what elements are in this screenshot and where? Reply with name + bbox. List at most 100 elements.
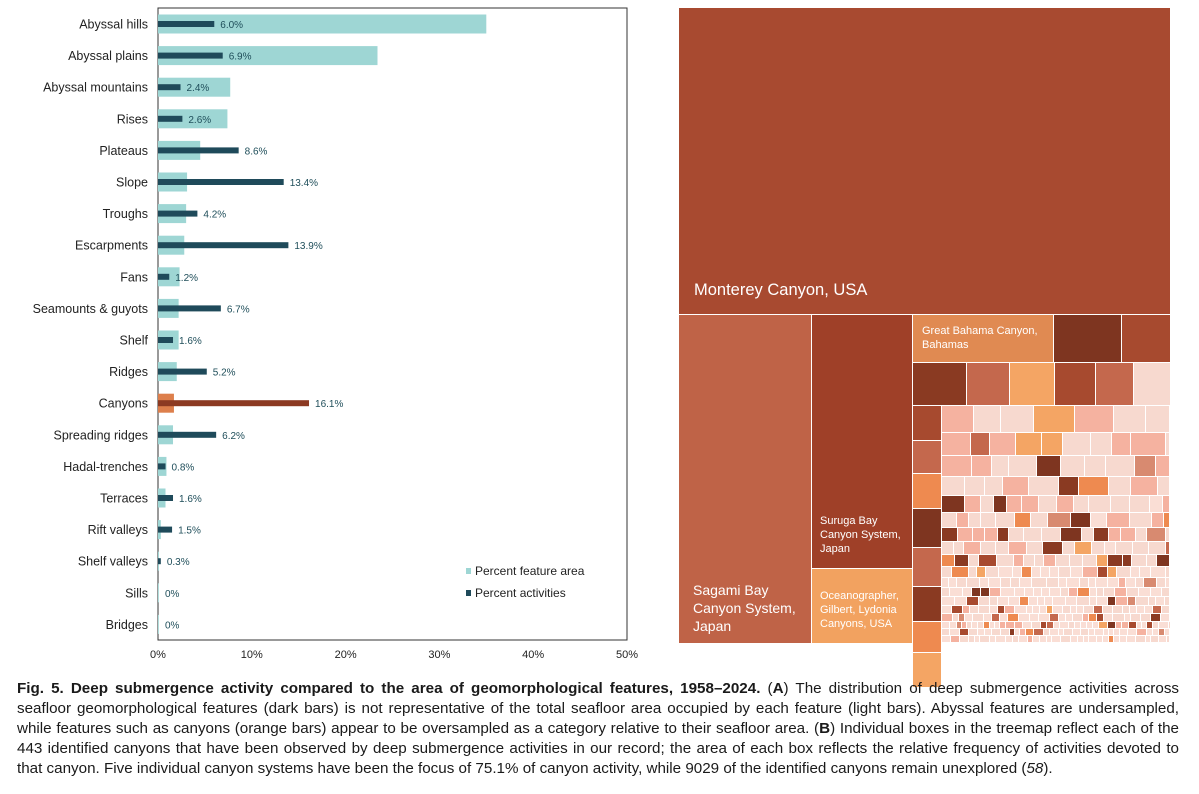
treemap-box-canyon	[964, 495, 981, 513]
treemap-box-canyon	[912, 440, 942, 474]
treemap-box-canyon	[1052, 596, 1066, 606]
treemap-box-canyon	[1049, 613, 1059, 622]
treemap-box-canyon	[1152, 628, 1159, 636]
treemap-box-canyon	[941, 512, 957, 528]
treemap-box-canyon	[1058, 613, 1066, 622]
treemap-box-canyon	[1014, 587, 1025, 597]
treemap-box-canyon	[1090, 432, 1112, 456]
activity-bar-spreading-ridges	[158, 431, 217, 438]
treemap-box-canyon	[941, 621, 950, 629]
treemap-label-monterey: Monterey Canyon, USA	[694, 281, 868, 299]
treemap-box-canyon	[1005, 621, 1015, 629]
treemap-box-canyon	[995, 512, 1015, 528]
treemap-box-canyon	[1046, 621, 1054, 629]
treemap-box-canyon	[991, 613, 1000, 622]
treemap-box-canyon	[1019, 628, 1026, 636]
treemap-box-canyon	[1094, 628, 1104, 636]
treemap-box-canyon	[1032, 605, 1040, 614]
category-label-shelf-valleys: Shelf valleys	[78, 555, 148, 569]
treemap-box-canyon	[1010, 577, 1020, 588]
value-label-fans: 1.2%	[175, 273, 198, 284]
treemap-box-canyon	[1102, 605, 1113, 614]
treemap-box-canyon	[1130, 432, 1166, 456]
treemap-box-canyon	[1108, 628, 1114, 636]
category-label-hadal-trenches: Hadal-trenches	[63, 460, 148, 474]
x-tick-label: 10%	[241, 649, 263, 661]
treemap-box-canyon	[1066, 577, 1080, 588]
treemap-box-canyon	[1031, 577, 1047, 588]
treemap-box-canyon	[1119, 635, 1127, 643]
treemap-box-canyon	[1000, 587, 1015, 597]
activity-bar-seamounts-guyots	[158, 305, 221, 312]
activity-bar-shelf	[158, 337, 174, 343]
treemap-box-canyon	[1107, 566, 1117, 578]
treemap-box-canyon	[1019, 596, 1029, 606]
legend-label-feature-area: Percent feature area	[475, 564, 585, 578]
treemap-box-canyon	[1103, 587, 1115, 597]
caption-reference: 58	[1026, 760, 1044, 777]
treemap-box-canyon	[1062, 605, 1071, 614]
activity-bar-abyssal-mountains	[158, 84, 181, 91]
treemap-box-canyon	[912, 473, 942, 509]
treemap-box-canyon	[1023, 554, 1035, 567]
treemap-box-canyon	[1116, 566, 1131, 578]
treemap-box-canyon	[1002, 476, 1029, 496]
treemap-box-canyon	[1130, 476, 1158, 496]
treemap-box-canyon	[1107, 577, 1119, 588]
treemap-box-canyon	[1133, 362, 1171, 406]
treemap-box-canyon	[1051, 635, 1061, 643]
treemap-box-canyon	[1014, 605, 1027, 614]
bar-group	[158, 14, 487, 634]
treemap-box-canyon	[1113, 635, 1120, 643]
treemap-box-canyon	[1096, 554, 1108, 567]
treemap-box-canyon	[1074, 405, 1114, 433]
treemap-box-canyon	[1096, 635, 1103, 643]
treemap-box-canyon	[1083, 605, 1094, 614]
treemap-box-canyon	[1041, 432, 1063, 456]
treemap-box-canyon	[980, 512, 996, 528]
treemap-box-canyon	[912, 405, 942, 441]
treemap-box-canyon	[1124, 613, 1131, 622]
treemap-box-canyon	[1068, 587, 1078, 597]
treemap-box-canyon	[1130, 613, 1141, 622]
treemap-box-canyon	[1049, 587, 1061, 597]
treemap-box-canyon	[962, 605, 970, 614]
treemap-box-canyon	[1034, 554, 1044, 567]
treemap-box-canyon	[1097, 566, 1108, 578]
treemap-box-canyon	[1060, 455, 1085, 477]
treemap-box-canyon	[1166, 635, 1170, 643]
treemap-box-canyon	[1141, 621, 1147, 629]
treemap-box-canyon	[1015, 432, 1042, 456]
treemap-box-canyon	[1135, 596, 1149, 606]
treemap-box-canyon	[941, 476, 965, 496]
activity-bar-abyssal-plains	[158, 52, 223, 59]
treemap-box-canyon	[950, 635, 960, 643]
treemap-box-canyon	[1108, 476, 1131, 496]
category-label-rises: Rises	[117, 112, 148, 126]
treemap-box-canyon	[1009, 628, 1015, 636]
treemap-box-canyon	[971, 587, 981, 597]
legend: Percent feature area Percent activities	[466, 564, 585, 600]
treemap-box-canyon	[1030, 512, 1048, 528]
treemap-box-canyon	[1009, 362, 1055, 406]
treemap-box-canyon	[1148, 541, 1166, 555]
treemap-box-canyon	[972, 613, 984, 622]
treemap-box-canyon	[912, 362, 967, 406]
treemap-box-canyon	[1018, 635, 1028, 643]
panel-a-bar-chart: Abyssal hills Abyssal plains Abyssal mount…	[33, 7, 638, 661]
treemap-box-canyon	[956, 621, 962, 629]
area-bar-rises	[158, 109, 228, 129]
treemap-box-canyon	[980, 541, 996, 555]
treemap-box-canyon	[1058, 566, 1071, 578]
treemap-box-canyon	[1120, 527, 1136, 542]
category-label-abyssal-mountains: Abyssal mountains	[43, 81, 148, 95]
treemap-box-canyon	[912, 652, 942, 688]
value-label-slope: 13.4%	[290, 178, 318, 189]
category-label-canyons: Canyons	[99, 397, 148, 411]
treemap-box-canyon	[1073, 495, 1089, 513]
treemap-box-canyon	[1076, 596, 1090, 606]
treemap-box-canyon	[977, 621, 984, 629]
treemap-box-canyon	[1112, 605, 1123, 614]
treemap-box-canyon	[1105, 455, 1135, 477]
treemap-box-canyon	[974, 635, 980, 643]
